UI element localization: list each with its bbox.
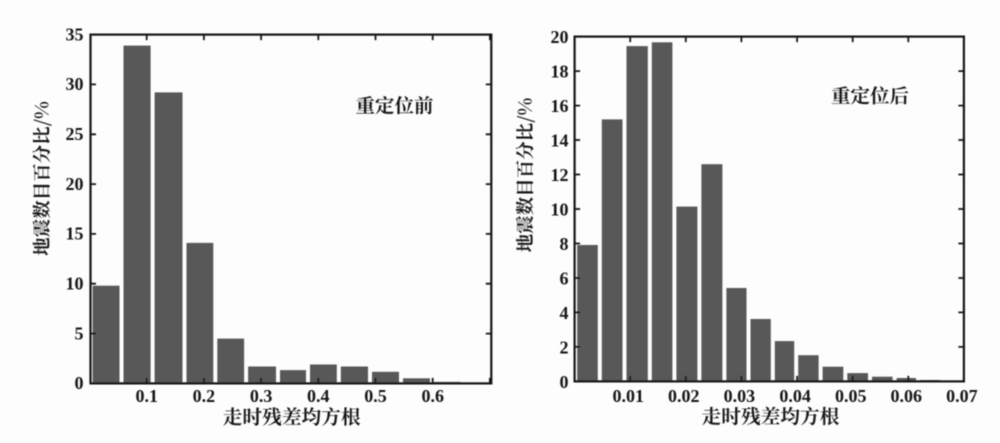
svg-text:18: 18: [551, 62, 569, 82]
svg-text:12: 12: [551, 165, 569, 185]
svg-text:0.4: 0.4: [307, 386, 330, 406]
svg-text:25: 25: [66, 124, 84, 144]
svg-text:0.03: 0.03: [724, 386, 756, 406]
svg-text:0.3: 0.3: [250, 386, 273, 406]
svg-text:10: 10: [66, 274, 84, 294]
svg-text:16: 16: [551, 96, 569, 116]
svg-text:0.2: 0.2: [193, 386, 216, 406]
svg-text:20: 20: [66, 174, 84, 194]
svg-text:0.06: 0.06: [891, 386, 923, 406]
svg-text:0: 0: [560, 372, 569, 392]
svg-text:35: 35: [66, 24, 84, 44]
svg-text:0.07: 0.07: [946, 386, 978, 406]
svg-text:5: 5: [75, 323, 84, 343]
svg-text:20: 20: [551, 27, 569, 47]
svg-text:4: 4: [560, 303, 569, 323]
svg-text:15: 15: [66, 224, 84, 244]
svg-text:30: 30: [66, 74, 84, 94]
svg-text:0.02: 0.02: [668, 386, 700, 406]
svg-text:10: 10: [551, 199, 569, 219]
svg-text:14: 14: [551, 130, 569, 150]
svg-text:8: 8: [560, 234, 569, 254]
svg-text:0.01: 0.01: [612, 386, 644, 406]
svg-text:2: 2: [560, 337, 569, 357]
svg-text:0.6: 0.6: [421, 386, 444, 406]
svg-text:0: 0: [75, 373, 84, 393]
svg-text:0.1: 0.1: [135, 386, 158, 406]
svg-text:6: 6: [560, 268, 569, 288]
svg-text:0.04: 0.04: [779, 386, 811, 406]
svg-text:0.5: 0.5: [364, 386, 387, 406]
svg-text:0.05: 0.05: [835, 386, 867, 406]
